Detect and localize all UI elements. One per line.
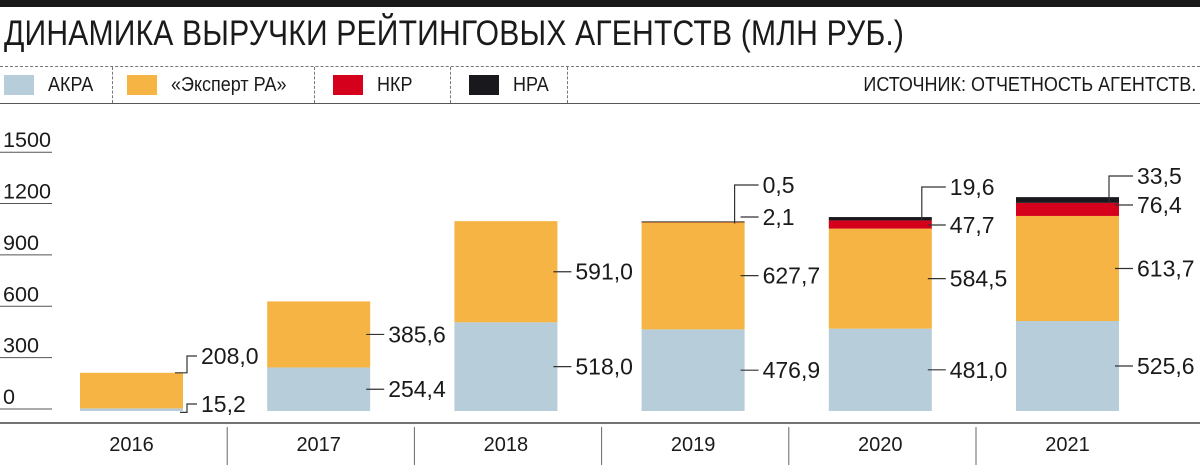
data-label: 518,0 (575, 354, 633, 380)
top-rule (0, 0, 1200, 7)
bar-segment (1016, 202, 1119, 216)
data-label: 47,7 (950, 212, 995, 238)
leader-line (180, 403, 197, 413)
legend-item-nkr: НКР (315, 67, 452, 103)
data-label: 476,9 (763, 357, 821, 383)
legend-label: НКР (376, 73, 413, 96)
data-label: 627,7 (763, 263, 821, 289)
data-label: 613,7 (1137, 255, 1195, 281)
data-label: 0,5 (763, 172, 795, 198)
bar-segment (454, 322, 558, 411)
y-tick-label: 300 (3, 335, 39, 358)
y-tick-label: 1500 (3, 129, 51, 152)
x-tick-label: 2016 (109, 434, 154, 456)
leader-line (921, 186, 946, 221)
bar-segment (641, 221, 745, 330)
chart-title: ДИНАМИКА ВЫРУЧКИ РЕЙТИНГОВЫХ АГЕНТСТВ (М… (4, 14, 905, 53)
data-label: 19,6 (950, 174, 995, 200)
bar-segment (828, 220, 932, 229)
leader-line (175, 355, 197, 374)
legend-label: НРА (513, 73, 549, 96)
legend-swatch (469, 75, 500, 95)
legend-item-akra: АКРА (0, 67, 114, 103)
legend-swatch (4, 75, 34, 95)
data-label: 15,2 (201, 391, 246, 417)
y-tick-label: 1200 (3, 181, 51, 204)
bar-segment (267, 367, 371, 411)
data-label: 584,5 (950, 266, 1008, 292)
y-tick-label: 600 (3, 283, 39, 306)
data-label: 254,4 (388, 376, 446, 402)
legend-item-nra: НРА (451, 67, 568, 103)
bar-segment (454, 221, 558, 323)
bar-segment (1016, 215, 1119, 322)
source-note: ИСТОЧНИК: ОТЧЕТНОСТЬ АГЕНТСТВ. (863, 73, 1197, 96)
bar-segment (1016, 321, 1119, 411)
y-tick-label: 900 (3, 232, 39, 255)
legend-swatch (332, 75, 363, 95)
data-label: 385,6 (388, 321, 446, 347)
data-label: 208,0 (201, 343, 259, 369)
legend-label: АКРА (48, 73, 94, 96)
data-label: 2,1 (763, 204, 795, 230)
bar-segment (828, 228, 932, 329)
x-tick-label: 2018 (484, 434, 529, 456)
bar-segment (828, 328, 932, 411)
x-tick-label: 2021 (1045, 434, 1090, 456)
bar-segment (641, 329, 745, 411)
bar-segment (80, 408, 183, 411)
bar-segment (828, 217, 932, 221)
legend-swatch (127, 75, 158, 95)
x-tick-label: 2017 (296, 434, 341, 456)
y-tick-label: 0 (3, 386, 15, 409)
bar-segment (267, 301, 371, 368)
bar-segment (1016, 197, 1119, 203)
x-tick-label: 2019 (671, 434, 716, 456)
data-label: 591,0 (575, 259, 633, 285)
data-label: 525,6 (1137, 353, 1195, 379)
legend: АКРА «Эксперт РА» НКР НРА ИСТОЧНИК: ОТЧЕ… (0, 66, 1200, 104)
legend-item-expert: «Эксперт РА» (113, 67, 315, 103)
x-tick-label: 2020 (858, 434, 903, 456)
legend-label: «Эксперт РА» (171, 73, 287, 96)
leader-line (1108, 175, 1133, 203)
data-label: 76,4 (1137, 192, 1182, 218)
bar-segment (80, 372, 183, 409)
data-label: 33,5 (1137, 163, 1182, 189)
bar-segment (641, 221, 745, 223)
data-label: 481,0 (950, 357, 1008, 383)
leader-line (733, 184, 759, 224)
